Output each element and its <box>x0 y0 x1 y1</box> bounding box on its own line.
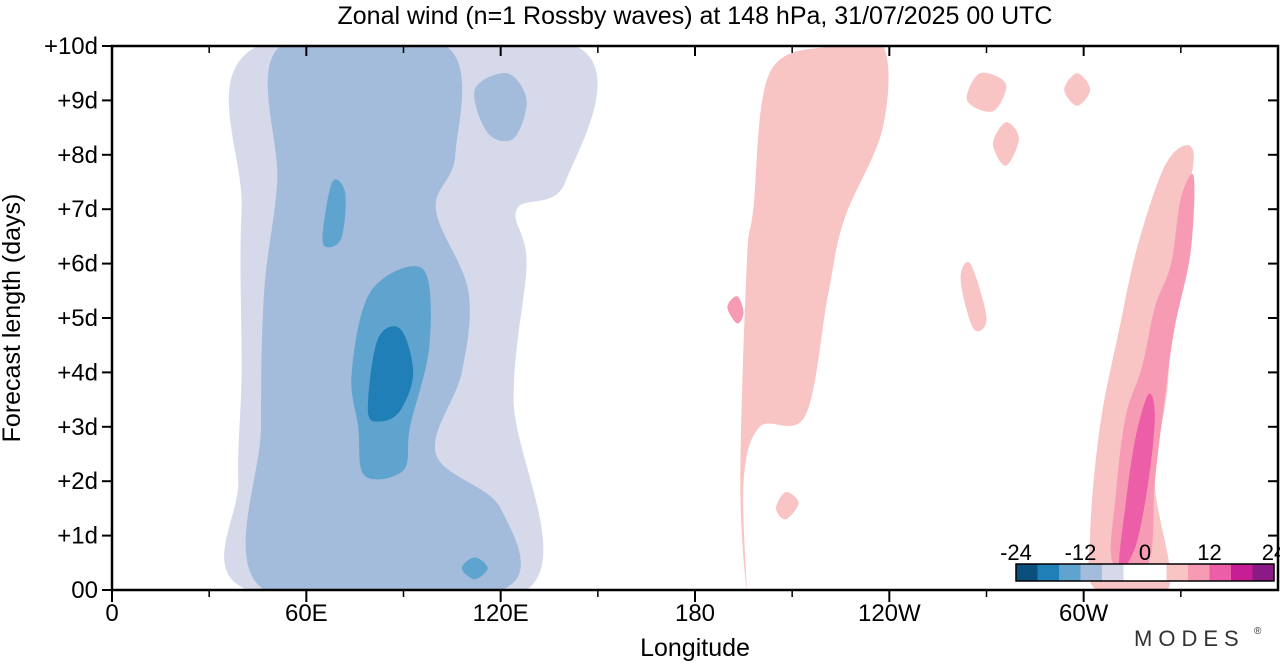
colorbar-label: -12 <box>1065 540 1097 565</box>
y-tick-label: +6d <box>57 251 98 278</box>
y-tick-label: +10d <box>44 33 98 60</box>
colorbar-segment <box>1059 564 1081 581</box>
colorbar-segment <box>1252 564 1275 581</box>
x-axis: 0 60E 120E 180 120W 60W <box>105 46 1182 627</box>
contour-region-pos8 <box>740 46 889 590</box>
colorbar-segment <box>1102 564 1124 581</box>
contour-region-pos16 <box>1119 393 1155 571</box>
y-tick-label: +2d <box>57 468 98 495</box>
colorbar-segment <box>1166 564 1189 581</box>
contour-region-pos8 <box>993 122 1019 166</box>
contour-region-pos8 <box>776 492 799 520</box>
chart-title: Zonal wind (n=1 Rossby waves) at 148 hPa… <box>338 2 1053 30</box>
contour-region-pos8 <box>966 72 1007 112</box>
colorbar-segment <box>1209 564 1232 581</box>
contour-region-pos4 <box>118 556 145 590</box>
y-axis-label: Forecast length (days) <box>0 194 26 443</box>
colorbar-segment <box>1037 564 1060 581</box>
colorbar-segment <box>1123 564 1146 581</box>
contour-region-neg20 <box>367 326 414 422</box>
y-tick-label: +7d <box>57 196 98 223</box>
contour-region-pos8 <box>960 261 987 332</box>
contour-region-neg16 <box>322 179 346 248</box>
colorbar-segment <box>1231 564 1253 581</box>
x-axis-label: Longitude <box>640 634 750 662</box>
y-tick-label: +3d <box>57 414 98 441</box>
y-tick-label: +4d <box>57 359 98 386</box>
colorbar-label: 0 <box>1139 540 1151 565</box>
plot-area <box>112 46 1278 590</box>
y-tick-label: +9d <box>57 87 98 114</box>
x-tick-label: 0 <box>105 600 118 627</box>
x-tick-label: 120W <box>858 600 921 627</box>
registered-mark: ® <box>1254 626 1262 637</box>
colorbar: -24 -12 0 12 24 <box>1000 540 1280 582</box>
y-axis: 00 +1d +2d +3d +4d +5d +6d +7d +8d +9d +10d <box>44 33 1278 604</box>
colorbar-segment <box>1145 564 1167 581</box>
contour-region-pos8 <box>1064 73 1091 106</box>
colorbar-border <box>1015 563 1275 582</box>
x-tick-label: 180 <box>675 600 715 627</box>
contour-region-neg12 <box>474 72 527 142</box>
colorbar-segment <box>1080 564 1103 581</box>
contour-region-pos4 <box>687 46 712 590</box>
y-tick-label: 00 <box>71 577 98 604</box>
y-tick-label: +1d <box>57 523 98 550</box>
contour-region-pos4 <box>668 387 689 431</box>
x-tick-label: 60W <box>1059 600 1109 627</box>
contour-region-neg16 <box>461 557 488 580</box>
colorbar-label: 24 <box>1262 540 1280 565</box>
colorbar-segment <box>1016 564 1038 581</box>
modes-watermark: MODES <box>1134 626 1245 651</box>
contour-region-pos12 <box>727 296 744 324</box>
colorbar-segment <box>1188 564 1210 581</box>
contour-region-pos8 <box>1088 145 1194 590</box>
x-tick-label: 120E <box>473 600 529 627</box>
y-tick-label: +8d <box>57 142 98 169</box>
colorbar-label: -24 <box>1000 540 1032 565</box>
y-tick-label: +5d <box>57 305 98 332</box>
x-tick-label: 60E <box>285 600 328 627</box>
contour-region-neg4 <box>581 218 637 346</box>
colorbar-label: 12 <box>1197 540 1221 565</box>
